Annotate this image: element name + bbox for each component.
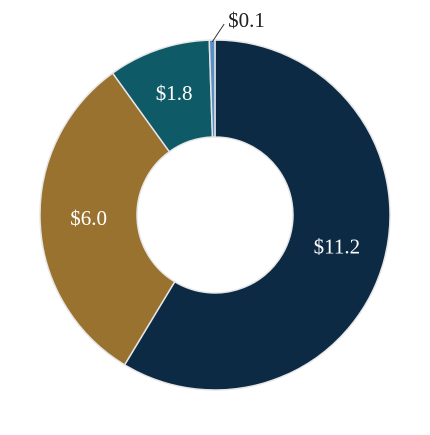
slice-label: $6.0 [70,206,107,230]
slice-label: $11.2 [314,235,360,259]
donut-slice [123,39,391,391]
slice-label: $1.8 [156,81,193,105]
slice-label: $0.1 [228,8,265,32]
donut-slice [39,72,176,366]
leader-line [211,23,225,43]
donut-slice [208,39,216,138]
